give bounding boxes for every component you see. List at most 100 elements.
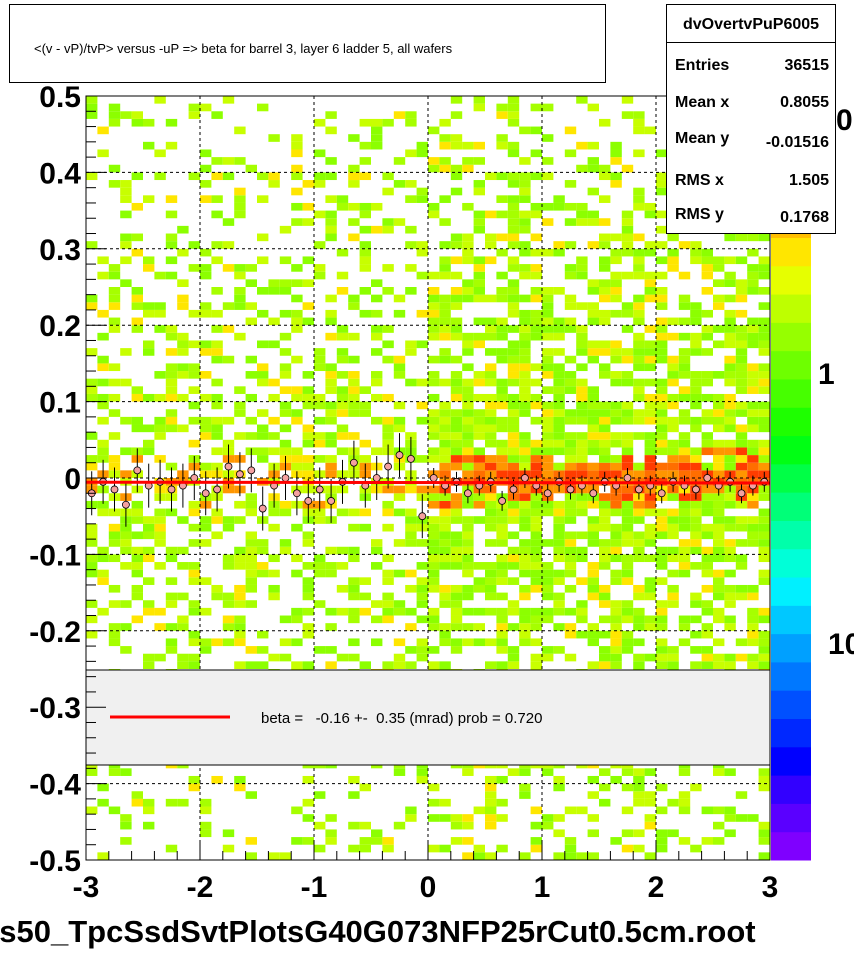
heat-cell bbox=[610, 500, 622, 509]
heat-cell bbox=[519, 332, 531, 341]
heat-cell bbox=[336, 202, 349, 211]
heat-cell bbox=[507, 653, 520, 662]
heat-cell bbox=[542, 371, 554, 379]
profile-point bbox=[395, 451, 404, 459]
heat-cell bbox=[473, 852, 485, 860]
heat-cell bbox=[507, 180, 520, 188]
heat-cell bbox=[108, 180, 121, 188]
heat-cell bbox=[188, 371, 200, 379]
heat-cell bbox=[724, 546, 736, 555]
heat-cell bbox=[507, 462, 520, 471]
heat-cell bbox=[507, 600, 520, 608]
profile-point bbox=[418, 512, 427, 521]
heat-cell bbox=[701, 462, 713, 471]
heat-cell bbox=[428, 355, 440, 364]
heat-cell bbox=[108, 409, 121, 417]
heat-cell bbox=[633, 248, 645, 257]
heat-cell bbox=[473, 409, 485, 417]
heat-cell bbox=[257, 661, 269, 669]
heat-cell bbox=[462, 241, 474, 249]
heat-cell bbox=[439, 355, 451, 364]
heat-cell bbox=[576, 447, 588, 456]
heat-cell bbox=[222, 157, 235, 165]
heat-cell bbox=[519, 401, 531, 410]
heat-cell bbox=[496, 531, 508, 540]
heat-cell bbox=[120, 279, 132, 287]
heat-cell bbox=[519, 126, 531, 135]
heat-cell bbox=[599, 363, 611, 372]
heat-cell bbox=[599, 164, 611, 173]
heat-cell bbox=[211, 516, 223, 524]
heat-cell bbox=[382, 355, 394, 364]
palette-swatch bbox=[771, 407, 811, 437]
heat-cell bbox=[519, 493, 531, 501]
heat-cell bbox=[291, 393, 303, 402]
heat-cell bbox=[428, 844, 440, 853]
heat-cell bbox=[758, 638, 770, 647]
palette-swatch bbox=[771, 690, 811, 720]
heat-cell bbox=[154, 325, 166, 333]
heat-cell bbox=[519, 539, 531, 547]
heat-cell bbox=[576, 164, 588, 173]
stats-value: -0.01516 bbox=[765, 134, 829, 151]
heat-cell bbox=[656, 783, 668, 792]
heat-cell bbox=[234, 562, 246, 570]
heat-cell bbox=[279, 638, 292, 647]
heat-cell bbox=[211, 157, 223, 165]
heat-cell bbox=[291, 187, 303, 196]
heat-cell bbox=[724, 233, 736, 242]
heat-cell bbox=[724, 294, 736, 303]
heat-cell bbox=[576, 852, 588, 860]
heat-cell bbox=[644, 653, 656, 662]
heat-cell bbox=[621, 630, 634, 639]
heat-cell bbox=[667, 584, 679, 593]
heat-cell bbox=[747, 470, 759, 478]
heat-cell bbox=[428, 210, 440, 219]
heat-cell bbox=[610, 600, 622, 608]
heat-cell bbox=[462, 157, 474, 165]
heat-cell bbox=[165, 798, 178, 807]
heat-cell bbox=[621, 768, 634, 776]
heat-cell bbox=[621, 493, 634, 501]
heat-cell bbox=[644, 791, 656, 799]
heat-cell bbox=[713, 569, 725, 578]
heat-cell bbox=[690, 371, 702, 379]
heat-cell bbox=[439, 424, 451, 433]
heat-cell bbox=[382, 607, 394, 616]
heat-cell bbox=[656, 806, 668, 815]
heat-cell bbox=[245, 264, 257, 272]
heat-cell bbox=[439, 164, 451, 173]
heat-cell bbox=[188, 562, 200, 570]
heat-cell bbox=[701, 439, 713, 448]
heat-cell bbox=[633, 294, 645, 303]
heat-cell bbox=[234, 126, 246, 135]
heat-cell bbox=[701, 493, 713, 501]
heat-cell bbox=[564, 202, 577, 211]
heat-cell bbox=[143, 516, 155, 524]
heat-cell bbox=[279, 852, 292, 860]
heat-cell bbox=[473, 493, 485, 501]
profile-point bbox=[122, 500, 130, 509]
heat-cell bbox=[120, 546, 132, 555]
heat-cell bbox=[599, 630, 611, 639]
heat-cell bbox=[177, 348, 189, 356]
heat-cell bbox=[530, 149, 542, 158]
heat-cell bbox=[211, 393, 223, 402]
heat-cell bbox=[587, 164, 599, 173]
heat-cell bbox=[758, 569, 770, 578]
heat-cell bbox=[701, 523, 713, 532]
heat-cell bbox=[450, 615, 463, 624]
heat-cell bbox=[108, 638, 121, 647]
stats-value: 0.8055 bbox=[780, 94, 829, 111]
heat-cell bbox=[496, 210, 508, 219]
heat-cell bbox=[599, 592, 611, 601]
heat-cell bbox=[758, 768, 770, 776]
heat-cell bbox=[462, 141, 474, 150]
heat-cell bbox=[257, 432, 269, 440]
heat-cell bbox=[211, 111, 223, 119]
heat-cell bbox=[530, 562, 542, 570]
profile-point bbox=[235, 470, 244, 479]
y-tick-label: 0.1 bbox=[39, 387, 81, 420]
heat-cell bbox=[450, 814, 463, 822]
heat-cell bbox=[314, 180, 326, 188]
